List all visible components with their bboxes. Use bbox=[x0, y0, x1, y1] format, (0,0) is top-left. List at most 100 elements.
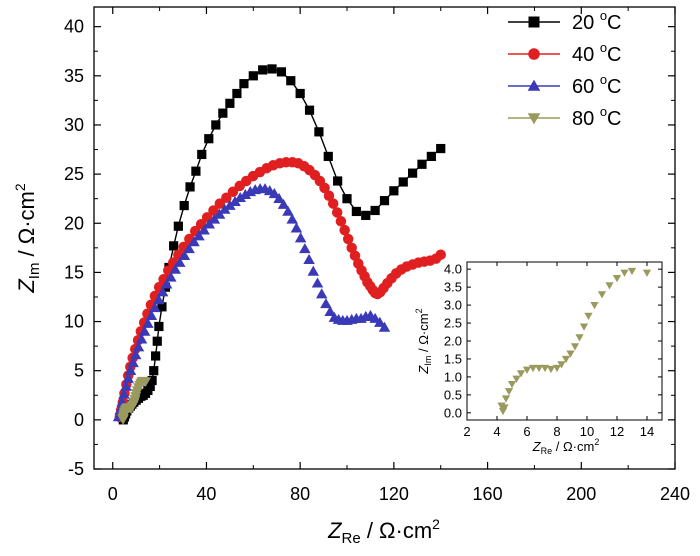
legend-marker bbox=[527, 113, 541, 125]
data-point bbox=[142, 317, 154, 328]
data-point bbox=[173, 221, 183, 231]
data-point bbox=[165, 271, 177, 282]
y-axis-title: ZIm / Ω·cm2 bbox=[12, 183, 43, 294]
data-point bbox=[129, 349, 142, 360]
data-point bbox=[351, 206, 361, 217]
data-point bbox=[188, 236, 200, 247]
data-point bbox=[145, 309, 158, 320]
inset-data-point bbox=[552, 364, 562, 373]
data-point bbox=[436, 143, 446, 154]
data-point bbox=[152, 336, 162, 346]
inset-data-point bbox=[597, 291, 607, 299]
data-point bbox=[140, 377, 152, 388]
plot-frame bbox=[93, 6, 676, 470]
inset-data-point bbox=[570, 343, 580, 351]
data-point bbox=[324, 305, 336, 317]
data-point bbox=[224, 199, 236, 210]
data-point bbox=[307, 265, 320, 276]
legend-marker bbox=[527, 79, 541, 91]
data-point bbox=[124, 364, 137, 376]
inset-data-point bbox=[528, 364, 538, 373]
inset-data-point bbox=[516, 370, 526, 378]
data-point bbox=[339, 224, 350, 236]
x-tick-label: 120 bbox=[379, 484, 409, 504]
x-tick-label: 80 bbox=[290, 484, 310, 504]
data-point bbox=[191, 166, 201, 176]
data-point bbox=[426, 151, 436, 162]
inset-data-point bbox=[507, 380, 517, 389]
data-point bbox=[160, 278, 173, 289]
inset-y-tick-label: 2.0 bbox=[444, 334, 462, 349]
data-point bbox=[389, 186, 399, 196]
legend-label: 40 oC bbox=[572, 40, 622, 66]
data-point bbox=[417, 159, 427, 169]
legend: 20 oC 40 oC 60 oC 80 oC bbox=[508, 8, 622, 130]
inset-y-tick-label: 0.0 bbox=[444, 405, 462, 420]
data-point bbox=[152, 294, 165, 305]
data-point bbox=[299, 243, 311, 254]
series-20C bbox=[118, 64, 446, 425]
data-point bbox=[127, 357, 139, 368]
data-point bbox=[120, 380, 132, 391]
data-point bbox=[149, 366, 159, 376]
inset-data-point bbox=[504, 388, 514, 396]
data-point bbox=[290, 222, 303, 233]
inset-y-tick-label: 0.5 bbox=[444, 387, 462, 402]
y-tick-label: 30 bbox=[64, 115, 84, 135]
data-point bbox=[268, 188, 281, 199]
data-point bbox=[267, 64, 277, 74]
x-tick-label: 240 bbox=[660, 484, 690, 504]
inset-data-point bbox=[534, 364, 544, 373]
data-point bbox=[408, 168, 418, 178]
legend-marker bbox=[528, 48, 540, 60]
inset-data-point bbox=[605, 282, 614, 290]
x-tick-label: 200 bbox=[566, 484, 596, 504]
data-point bbox=[178, 249, 191, 261]
inset-data-point bbox=[512, 375, 521, 383]
data-point bbox=[361, 210, 371, 220]
main-series-group bbox=[112, 64, 446, 425]
data-point bbox=[229, 195, 241, 206]
x-axis-title: ZRe / Ω·cm2 bbox=[327, 516, 440, 547]
legend-label: 20 oC bbox=[572, 8, 622, 34]
data-point bbox=[335, 216, 347, 227]
data-point bbox=[118, 388, 130, 399]
data-point bbox=[198, 224, 210, 235]
inset-x-tick-label: 12 bbox=[610, 424, 624, 439]
legend-label: 60 oC bbox=[572, 72, 622, 98]
data-point bbox=[197, 149, 207, 160]
data-point bbox=[193, 230, 205, 241]
data-point bbox=[185, 182, 195, 192]
y-tick-label: -5 bbox=[68, 459, 84, 479]
inset-data-point bbox=[557, 361, 566, 369]
series-60C bbox=[112, 183, 391, 422]
inset-data-point bbox=[500, 404, 509, 412]
data-point bbox=[295, 88, 305, 99]
y-tick-label: 15 bbox=[64, 262, 84, 282]
data-point bbox=[132, 341, 145, 352]
data-point bbox=[169, 241, 179, 251]
y-tick-label: 10 bbox=[64, 312, 84, 332]
data-point bbox=[218, 203, 231, 214]
data-point bbox=[303, 253, 315, 264]
inset-y-tick-label: 2.5 bbox=[444, 316, 462, 331]
data-point bbox=[157, 302, 167, 312]
inset-data-point bbox=[642, 269, 652, 277]
data-point bbox=[276, 67, 287, 77]
data-point bbox=[135, 333, 148, 344]
legend-entry-60C: 60 oC bbox=[508, 72, 622, 98]
inset-x-tick-label: 8 bbox=[553, 424, 560, 439]
y-tick-label: 40 bbox=[64, 17, 84, 37]
inset-y-tick-label: 4.0 bbox=[444, 262, 462, 277]
data-point bbox=[156, 286, 169, 297]
inset-data-point bbox=[546, 365, 556, 374]
inset-x-tick-label: 10 bbox=[580, 424, 594, 439]
inset-data-point bbox=[620, 269, 629, 277]
y-tick-label: 35 bbox=[64, 66, 84, 86]
data-point bbox=[232, 88, 242, 99]
x-tick-label: 0 bbox=[108, 484, 118, 504]
data-point bbox=[333, 176, 343, 186]
data-point bbox=[319, 182, 330, 194]
y-tick-label: 25 bbox=[64, 164, 84, 184]
x-tick-label: 160 bbox=[473, 484, 503, 504]
